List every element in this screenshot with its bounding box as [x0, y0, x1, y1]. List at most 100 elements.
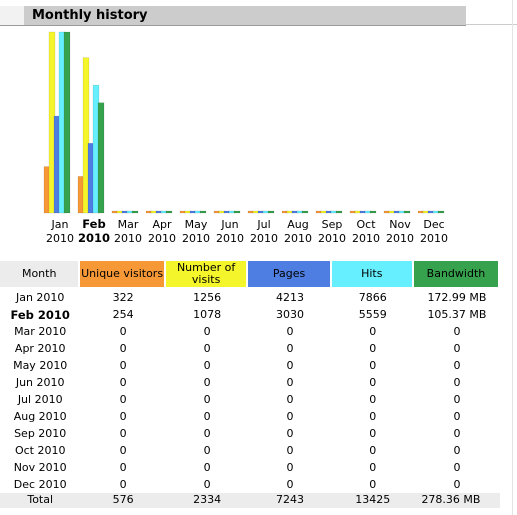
total-bandwidth: 278.36 MB [413, 493, 500, 508]
pages-cell: 0 [286, 375, 294, 389]
header-hits: Hits [331, 261, 414, 289]
visits-cell: 0 [203, 477, 211, 491]
month-cell: Apr 2010 [14, 341, 66, 355]
section-header: Monthly history [0, 6, 466, 26]
hits-cell: 5559 [358, 307, 387, 321]
hits-cell: 0 [369, 375, 377, 389]
chart-x-labels: Jan2010Feb2010Mar2010Apr2010May2010Jun20… [46, 217, 448, 245]
bar-bandwidth-sep [335, 210, 343, 214]
section-title: Monthly history [32, 8, 148, 23]
visitors-cell: 0 [119, 324, 127, 338]
table-body: Jan 2010 322 1256 4213 7866 172.99 MB Feb 2010… [0, 289, 500, 493]
bar-bandwidth-mar [131, 210, 139, 214]
month-cell: Nov 2010 [13, 460, 67, 474]
pages-cell: 0 [286, 477, 294, 491]
table-row: Mar 2010 0 0 0 0 0 [0, 323, 500, 340]
visitors-cell: 322 [112, 290, 134, 304]
visits-cell: 1078 [193, 307, 222, 321]
header-rule [466, 24, 517, 25]
visits-cell: 0 [203, 392, 211, 406]
month-cell: May 2010 [13, 358, 68, 372]
bandwidth-cell: 0 [453, 460, 461, 474]
total-label: Total [0, 493, 81, 508]
x-tick-year: 2010 [46, 232, 74, 245]
chart-bars [43, 31, 445, 214]
visits-cell: 0 [203, 375, 211, 389]
x-tick-year: 2010 [386, 232, 414, 245]
bandwidth-cell: 0 [453, 375, 461, 389]
x-tick-month: Dec [423, 218, 444, 231]
visitors-cell: 0 [119, 375, 127, 389]
bandwidth-cell: 0 [453, 477, 461, 491]
table-row: Feb 2010 254 1078 3030 5559 105.37 MB [0, 306, 500, 323]
x-tick-year: 2010 [250, 232, 278, 245]
hits-cell: 0 [369, 358, 377, 372]
bandwidth-cell: 0 [453, 392, 461, 406]
total-visitors: 576 [80, 493, 166, 508]
visits-cell: 1256 [193, 290, 222, 304]
visitors-cell: 254 [112, 307, 134, 321]
visitors-cell: 0 [119, 460, 127, 474]
header-number-of-visits: Number of visits [165, 261, 249, 289]
monthly-history-table: Month Unique visitors Number of visits P… [0, 261, 500, 508]
month-cell: Jun 2010 [15, 375, 65, 389]
hits-cell: 0 [369, 426, 377, 440]
visits-cell: 0 [203, 358, 211, 372]
header-unique-visitors: Unique visitors [80, 261, 166, 289]
table-row: Sep 2010 0 0 0 0 0 [0, 425, 500, 442]
x-tick-year: 2010 [352, 232, 380, 245]
hits-cell: 0 [369, 409, 377, 423]
bar-bandwidth-jul [267, 210, 275, 214]
visits-cell: 0 [203, 324, 211, 338]
x-tick-year: 2010 [284, 232, 312, 245]
table-header-row: Month Unique visitors Number of visits P… [0, 261, 500, 289]
visits-cell: 0 [203, 341, 211, 355]
x-tick-month: Jan [51, 218, 69, 231]
bar-bandwidth-dec [437, 210, 445, 214]
x-tick-month: Jul [256, 218, 270, 231]
month-cell: Feb 2010 [10, 307, 70, 322]
hits-cell: 0 [369, 392, 377, 406]
x-tick-year: 2010 [216, 232, 244, 245]
hits-cell: 0 [369, 324, 377, 338]
visitors-cell: 0 [119, 426, 127, 440]
table-row: Jul 2010 0 0 0 0 0 [0, 391, 500, 408]
visitors-cell: 0 [119, 341, 127, 355]
visits-cell: 0 [203, 409, 211, 423]
bandwidth-cell: 0 [453, 358, 461, 372]
visitors-cell: 0 [119, 358, 127, 372]
table-total-row: Total 576 2334 7243 13425 278.36 MB [0, 493, 500, 508]
hits-cell: 0 [369, 460, 377, 474]
visitors-cell: 0 [119, 409, 127, 423]
x-tick-month: Jun [220, 218, 238, 231]
bar-bandwidth-jun [233, 210, 241, 214]
x-tick-month: Sep [322, 218, 343, 231]
x-tick-month: May [185, 218, 208, 231]
visitors-cell: 0 [119, 477, 127, 491]
pages-cell: 0 [286, 460, 294, 474]
x-tick-year: 2010 [78, 231, 110, 245]
bandwidth-cell: 172.99 MB [427, 290, 487, 304]
table-row: Dec 2010 0 0 0 0 0 [0, 476, 500, 493]
month-cell: Jan 2010 [15, 290, 65, 304]
header-month: Month [0, 261, 81, 289]
month-cell: Dec 2010 [13, 477, 67, 491]
pages-cell: 3030 [276, 307, 305, 321]
bandwidth-cell: 0 [453, 409, 461, 423]
x-tick-year: 2010 [318, 232, 346, 245]
bar-bandwidth-apr [165, 210, 173, 214]
month-cell: Mar 2010 [14, 324, 67, 338]
bandwidth-cell: 0 [453, 324, 461, 338]
hits-cell: 0 [369, 341, 377, 355]
x-tick-month: Feb [82, 217, 105, 231]
bandwidth-cell: 0 [453, 443, 461, 457]
hits-cell: 0 [369, 443, 377, 457]
x-tick-month: Nov [389, 218, 411, 231]
bar-bandwidth-oct [369, 210, 377, 214]
x-tick-month: Oct [356, 218, 376, 231]
month-cell: Oct 2010 [14, 443, 66, 457]
bar-bandwidth-nov [403, 210, 411, 214]
total-hits: 13425 [331, 493, 414, 508]
table-row: Aug 2010 0 0 0 0 0 [0, 408, 500, 425]
header-pages: Pages [248, 261, 332, 289]
